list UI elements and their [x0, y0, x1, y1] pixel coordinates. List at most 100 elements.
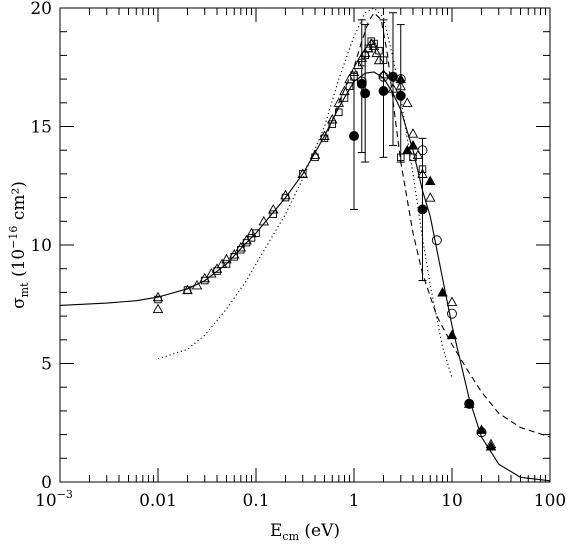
- y-tick-label: 0: [41, 473, 52, 493]
- open-square-marker: [361, 51, 369, 60]
- filled-circle-marker: [349, 131, 359, 141]
- filled-triangle-marker: [446, 329, 458, 340]
- plot-frame: [59, 7, 551, 483]
- open-square-marker: [375, 46, 383, 55]
- open-triangle-marker: [333, 97, 345, 107]
- x-axis-title: Ecm (eV): [270, 521, 340, 543]
- open-triangle-marker: [258, 215, 270, 226]
- open-square-marker: [370, 39, 378, 48]
- filled-triangle-marker: [402, 144, 413, 155]
- open-circle-marker: [431, 235, 442, 246]
- open-triangle-marker: [359, 47, 371, 58]
- open-square-marker: [154, 295, 162, 304]
- y-tick-label: 20: [30, 0, 52, 19]
- open-triangle-marker: [216, 258, 228, 269]
- filled-circle-marker: [417, 204, 428, 215]
- open-square-marker: [242, 238, 251, 247]
- x-tick-label: 1: [349, 491, 360, 511]
- filled-triangle-marker: [407, 140, 419, 150]
- open-triangle-marker: [378, 68, 389, 79]
- open-square-marker: [379, 56, 388, 64]
- filled-triangle-marker: [424, 175, 436, 186]
- filled-circle-marker: [388, 71, 398, 82]
- open-square-marker: [335, 108, 343, 117]
- open-triangle-marker: [352, 59, 364, 69]
- open-triangle-marker: [356, 52, 368, 62]
- open-triangle-marker: [152, 291, 164, 302]
- open-triangle-marker: [319, 130, 330, 141]
- filled-triangle-marker: [476, 424, 487, 434]
- x-tick-label: 0.01: [139, 491, 177, 511]
- open-square-marker: [328, 120, 337, 128]
- open-square-marker: [340, 94, 349, 102]
- open-circle-marker: [417, 145, 428, 156]
- open-triangle-marker: [235, 241, 247, 252]
- open-triangle-marker: [152, 303, 164, 314]
- open-triangle-marker: [199, 272, 211, 283]
- filled-triangle-marker: [463, 398, 475, 408]
- x-tick-label: 0.1: [242, 491, 269, 511]
- filled-triangle-marker: [485, 441, 497, 451]
- open-triangle-marker: [191, 279, 203, 290]
- y-tick-label: 15: [30, 118, 52, 138]
- open-square-marker: [345, 82, 354, 90]
- open-triangle-marker: [309, 149, 321, 159]
- open-triangle-marker: [395, 80, 407, 91]
- open-square-marker: [397, 153, 405, 162]
- open-triangle-marker: [348, 66, 360, 77]
- filled-circle-marker: [360, 88, 371, 99]
- axis-ticks: [59, 7, 551, 483]
- filled-triangle-marker: [395, 73, 407, 84]
- data-markers: [152, 37, 497, 451]
- open-square-marker: [213, 267, 221, 275]
- open-triangle-marker: [211, 263, 223, 273]
- open-triangle-marker: [326, 113, 338, 124]
- dashed-curve: [323, 11, 551, 438]
- open-circle-marker: [447, 308, 457, 319]
- solid-curve: [59, 71, 551, 482]
- open-circle-marker: [356, 76, 367, 87]
- open-triangle-marker: [371, 47, 382, 58]
- open-square-marker: [409, 153, 417, 162]
- open-triangle-marker: [267, 204, 279, 214]
- open-triangle-marker: [228, 249, 240, 259]
- model-curves: [59, 7, 551, 482]
- x-tick-label: 10: [441, 491, 463, 511]
- open-square-marker: [281, 193, 290, 202]
- open-square-marker: [237, 245, 245, 254]
- tick-labels: 10−3 0.01 0.1 1 10 100 0 5 10 15 20: [30, 0, 566, 511]
- filled-circle-marker: [356, 78, 367, 89]
- filled-circle-marker: [395, 90, 406, 101]
- filled-triangle-marker: [437, 286, 448, 297]
- y-tick-label: 5: [41, 355, 52, 375]
- y-tick-label: 10: [30, 236, 52, 256]
- open-square-marker: [311, 153, 319, 162]
- open-square-marker: [364, 44, 373, 53]
- open-square-marker: [418, 165, 427, 173]
- open-triangle-marker: [280, 189, 291, 200]
- open-square-marker: [222, 260, 231, 268]
- y-axis-title: σmt (10−16 cm²): [7, 181, 31, 309]
- open-square-marker: [252, 229, 260, 237]
- filled-circle-marker: [378, 85, 389, 96]
- open-triangle-marker: [402, 97, 413, 107]
- open-triangle-marker: [407, 128, 419, 138]
- open-triangle-marker: [221, 253, 232, 264]
- open-triangle-marker: [246, 227, 257, 238]
- open-square-marker: [367, 37, 376, 45]
- open-square-marker: [247, 234, 256, 242]
- open-square-marker: [201, 276, 209, 285]
- open-triangle-marker: [387, 83, 399, 93]
- open-square-marker: [350, 72, 358, 81]
- open-square-marker: [299, 170, 307, 178]
- open-triangle-marker: [424, 192, 436, 202]
- open-square-marker: [269, 210, 278, 218]
- open-triangle-marker: [241, 234, 252, 245]
- open-square-marker: [230, 253, 239, 261]
- x-tick-label: 10−3: [35, 488, 73, 511]
- dotted-curve: [157, 7, 453, 378]
- open-triangle-marker: [446, 296, 458, 306]
- open-circle-marker: [378, 71, 389, 82]
- open-triangle-marker: [417, 168, 428, 178]
